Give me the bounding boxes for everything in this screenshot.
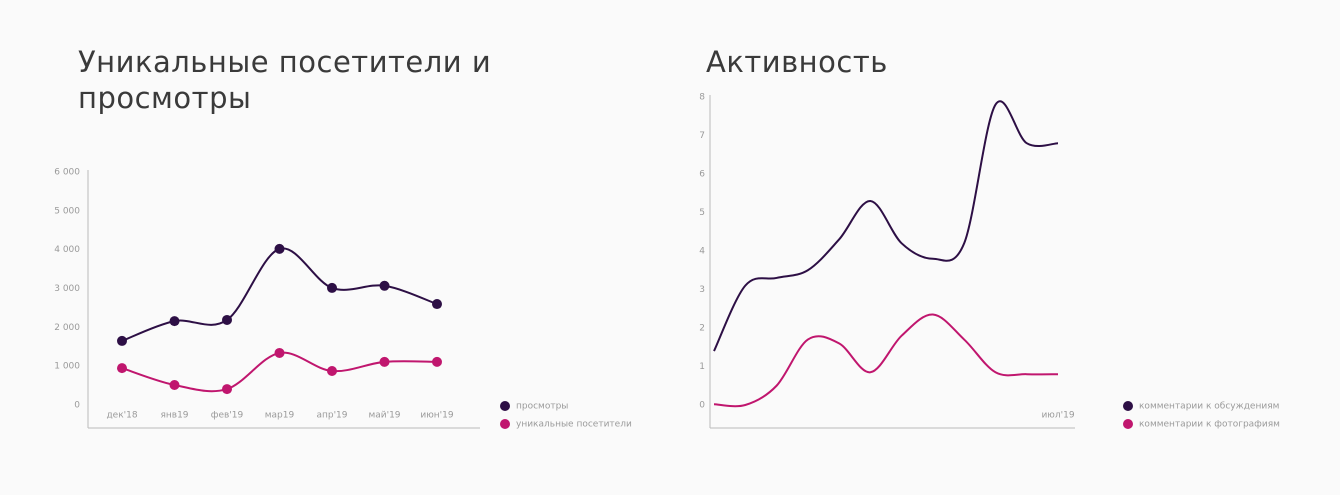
x-tick-label: мар19 bbox=[265, 411, 295, 421]
point bbox=[222, 384, 232, 395]
legend-swatch bbox=[1123, 401, 1133, 411]
point bbox=[222, 314, 232, 325]
y-tick-label: 0 bbox=[74, 401, 80, 411]
series-line bbox=[713, 100, 1059, 352]
x-tick-label: фев'19 bbox=[211, 411, 244, 421]
y-tick-label: 3 bbox=[699, 285, 705, 295]
y-tick-label: 0 bbox=[699, 401, 705, 411]
legend-label: комментарии к фотографиям bbox=[1139, 420, 1280, 430]
y-tick-label: 5 bbox=[699, 208, 705, 218]
y-tick-label: 7 bbox=[699, 131, 705, 141]
point bbox=[379, 280, 390, 291]
y-tick-label: 6 000 bbox=[54, 168, 80, 178]
legend-swatch bbox=[500, 419, 510, 429]
y-tick-label: 2 bbox=[699, 324, 705, 334]
point bbox=[274, 243, 285, 254]
legend-swatch bbox=[500, 401, 510, 411]
series-line bbox=[713, 313, 1059, 408]
point bbox=[327, 282, 337, 293]
point bbox=[117, 363, 127, 374]
y-tick-label: 4 bbox=[699, 247, 705, 257]
y-tick-label: 6 bbox=[699, 170, 705, 180]
y-tick-label: 1 bbox=[699, 362, 705, 372]
y-tick-label: 8 bbox=[699, 93, 705, 103]
x-tick-label: дек'18 bbox=[106, 411, 137, 421]
legend-label: просмотры bbox=[516, 402, 568, 412]
point bbox=[169, 380, 180, 391]
x-tick-label: июл'19 bbox=[1041, 411, 1074, 421]
point bbox=[117, 335, 127, 346]
x-tick-label: июн'19 bbox=[420, 411, 454, 421]
y-tick-label: 4 000 bbox=[54, 245, 80, 255]
y-tick-label: 5 000 bbox=[54, 206, 80, 216]
y-tick-label: 1 000 bbox=[54, 362, 80, 372]
y-tick-label: 3 000 bbox=[54, 284, 80, 294]
chart-title: Уникальные посетители и просмотры bbox=[78, 45, 492, 115]
legend-label: уникальные посетители bbox=[516, 420, 632, 430]
point bbox=[274, 347, 285, 358]
y-tick-label: 2 000 bbox=[54, 323, 80, 333]
chart-title: Активность bbox=[706, 45, 888, 79]
legend-swatch bbox=[1123, 419, 1133, 429]
point bbox=[432, 356, 442, 367]
point bbox=[169, 316, 180, 327]
point bbox=[379, 356, 390, 367]
series-line bbox=[121, 351, 438, 393]
point bbox=[327, 366, 337, 377]
x-tick-label: апр'19 bbox=[316, 411, 347, 421]
point bbox=[432, 299, 442, 310]
x-tick-label: май'19 bbox=[368, 411, 400, 421]
legend-label: комментарии к обсуждениям bbox=[1139, 402, 1279, 412]
x-tick-label: янв19 bbox=[160, 411, 188, 421]
series-line bbox=[121, 247, 438, 342]
